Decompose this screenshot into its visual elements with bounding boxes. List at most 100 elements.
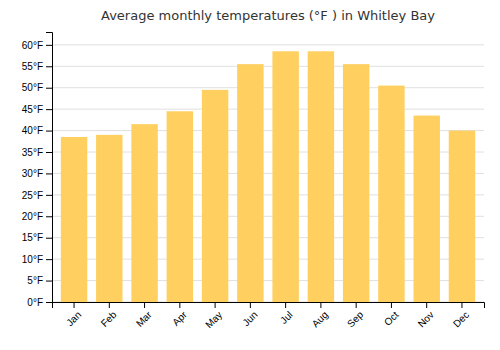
- x-tick-label: Mar: [134, 309, 154, 329]
- bar: [96, 135, 122, 302]
- x-tick-label: Dec: [451, 309, 471, 329]
- y-tick: 10°F: [22, 254, 52, 265]
- y-tick-mark: [46, 216, 52, 217]
- x-tick-mark: [215, 302, 216, 308]
- bar: [449, 131, 475, 302]
- x-tick-label: Aug: [310, 309, 330, 329]
- y-tick-label: 20°F: [22, 211, 43, 222]
- y-tick-label: 10°F: [22, 254, 43, 265]
- x-tick-mark: [285, 302, 286, 308]
- x-tick-label: Oct: [382, 309, 401, 328]
- y-tick: 30°F: [22, 168, 52, 179]
- y-tick-label: 45°F: [22, 104, 43, 115]
- y-tick: 45°F: [22, 104, 52, 115]
- x-tick-mark: [356, 302, 357, 308]
- x-tick-label: Jan: [64, 309, 83, 328]
- x-axis: Jan Feb Mar Apr May Jun Jul Aug Sep Oct Nov Dec: [53, 302, 485, 330]
- y-tick-label: 5°F: [27, 275, 43, 286]
- y-tick-label: 40°F: [22, 125, 43, 136]
- y-tick-mark: [46, 259, 52, 260]
- y-tick: 20°F: [22, 211, 52, 222]
- x-tick-mark: [461, 302, 462, 308]
- y-tick: 40°F: [22, 125, 52, 136]
- x-tick-mark: [250, 302, 251, 308]
- x-tick: Feb: [99, 302, 119, 329]
- plot: 0°F 5°F 10°F 15°F 20°F 25°F 30°F 35°F 40°F 45°F 50…: [22, 33, 485, 331]
- y-tick: 55°F: [22, 61, 52, 72]
- x-tick-mark: [426, 302, 427, 308]
- x-tick-label: Feb: [99, 309, 119, 329]
- chart: 0°F 5°F 10°F 15°F 20°F 25°F 30°F 35°F 40°F 45°F 50…: [0, 0, 500, 350]
- y-tick-mark: [46, 88, 52, 89]
- x-tick-label: Jun: [240, 309, 259, 328]
- y-tick: 50°F: [22, 82, 52, 93]
- x-tick: Jan: [64, 302, 83, 328]
- y-tick-label: 55°F: [22, 61, 43, 72]
- x-tick-mark: [74, 302, 75, 308]
- grid-line: [52, 44, 484, 45]
- y-tick-label: 35°F: [22, 147, 43, 158]
- bar: [378, 86, 404, 302]
- x-tick: Dec: [451, 302, 471, 329]
- y-tick-label: 60°F: [22, 40, 43, 51]
- bar: [61, 137, 87, 302]
- y-tick: 5°F: [27, 275, 52, 286]
- y-axis-line: [46, 33, 53, 303]
- y-tick-label: 25°F: [22, 190, 43, 201]
- bar: [343, 64, 369, 302]
- x-tick: Jun: [240, 302, 259, 328]
- x-tick: Jul: [278, 302, 295, 326]
- x-tick-label: May: [203, 309, 224, 330]
- x-tick-mark: [179, 302, 180, 308]
- bars: [61, 51, 475, 302]
- y-tick-mark: [46, 45, 52, 46]
- x-tick-mark: [144, 302, 145, 308]
- grid: [52, 45, 484, 302]
- x-tick: Oct: [382, 302, 401, 328]
- x-tick: Apr: [170, 302, 189, 328]
- grid-line: [52, 109, 484, 110]
- bar: [167, 111, 193, 302]
- x-tick: Mar: [134, 302, 154, 329]
- bar: [272, 51, 298, 302]
- y-tick-label: 0°F: [27, 297, 43, 308]
- y-axis: 0°F 5°F 10°F 15°F 20°F 25°F 30°F 35°F 40°F 45°F 50…: [22, 33, 53, 308]
- y-tick: 60°F: [22, 40, 52, 51]
- grid-line: [52, 66, 484, 67]
- x-tick-label: Jul: [278, 309, 295, 326]
- chart-container: 0°F 5°F 10°F 15°F 20°F 25°F 30°F 35°F 40°F 45°F 50…: [0, 0, 500, 350]
- x-tick: May: [203, 302, 224, 330]
- y-tick-label: 30°F: [22, 168, 43, 179]
- y-tick: 25°F: [22, 190, 52, 201]
- y-tick-mark: [46, 302, 52, 303]
- x-tick: Nov: [416, 302, 436, 329]
- bar: [308, 51, 334, 302]
- y-tick-mark: [46, 66, 52, 67]
- x-tick: Sep: [345, 302, 366, 329]
- x-tick-mark: [109, 302, 110, 308]
- bar: [237, 64, 263, 302]
- y-tick: 0°F: [27, 297, 52, 308]
- y-tick: 35°F: [22, 147, 52, 158]
- y-tick-mark: [46, 195, 52, 196]
- y-tick-mark: [46, 238, 52, 239]
- y-tick-mark: [46, 131, 52, 132]
- title: Average monthly temperatures (°F ) in Wh…: [101, 8, 435, 23]
- y-tick-mark: [46, 152, 52, 153]
- bar: [202, 90, 228, 302]
- y-tick-mark: [46, 173, 52, 174]
- x-tick-label: Sep: [345, 309, 366, 330]
- y-tick-label: 50°F: [22, 82, 43, 93]
- x-tick-label: Nov: [416, 309, 436, 329]
- y-tick: 15°F: [22, 232, 52, 243]
- x-tick-mark: [391, 302, 392, 308]
- y-tick-mark: [46, 281, 52, 282]
- x-tick: Aug: [310, 302, 330, 329]
- y-tick-mark: [46, 109, 52, 110]
- bar: [131, 124, 157, 302]
- y-tick-label: 15°F: [22, 232, 43, 243]
- x-tick-mark: [320, 302, 321, 308]
- bar: [413, 116, 439, 302]
- x-axis-line: [53, 303, 485, 309]
- x-tick-label: Apr: [170, 309, 189, 328]
